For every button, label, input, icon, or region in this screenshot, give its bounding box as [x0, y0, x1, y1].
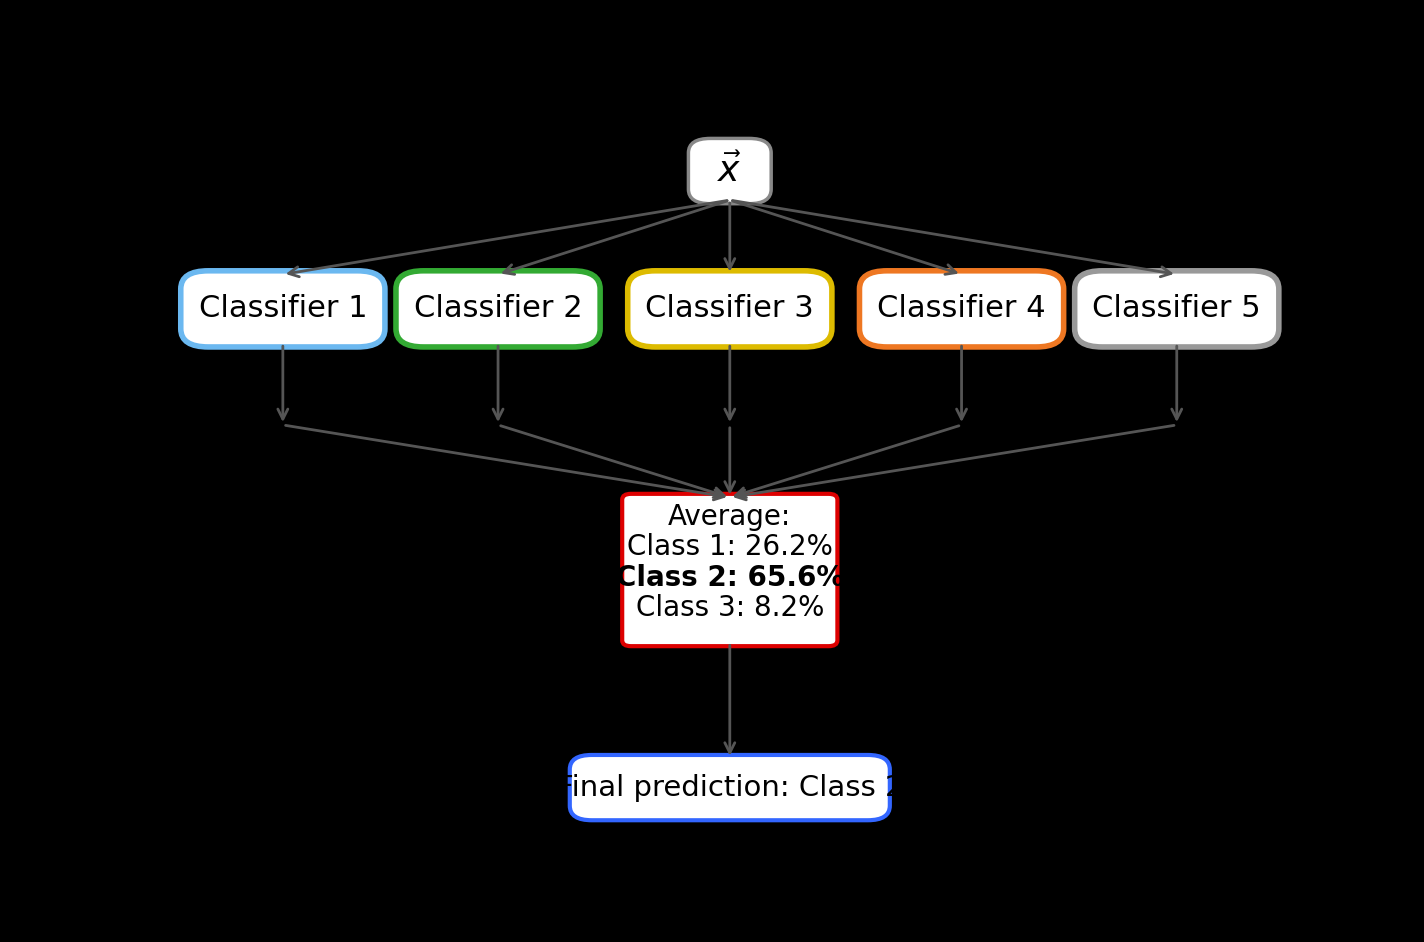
- Text: Classifier 2: Classifier 2: [414, 295, 582, 323]
- FancyBboxPatch shape: [860, 270, 1064, 347]
- FancyBboxPatch shape: [628, 270, 832, 347]
- FancyBboxPatch shape: [1075, 270, 1279, 347]
- Text: Class 3: 8.2%: Class 3: 8.2%: [635, 593, 824, 622]
- Text: Average:: Average:: [668, 503, 792, 531]
- Text: Class 1: 26.2%: Class 1: 26.2%: [627, 533, 833, 561]
- Text: $\vec{x}$: $\vec{x}$: [718, 154, 742, 189]
- Text: Classifier 5: Classifier 5: [1092, 295, 1262, 323]
- FancyBboxPatch shape: [396, 270, 600, 347]
- FancyBboxPatch shape: [181, 270, 384, 347]
- Text: Final prediction: Class 2: Final prediction: Class 2: [557, 773, 903, 802]
- Text: Class 2: 65.6%: Class 2: 65.6%: [615, 563, 844, 592]
- Text: Classifier 4: Classifier 4: [877, 295, 1045, 323]
- FancyBboxPatch shape: [688, 138, 772, 203]
- FancyBboxPatch shape: [570, 755, 890, 820]
- Text: Classifier 3: Classifier 3: [645, 295, 815, 323]
- Text: Classifier 1: Classifier 1: [198, 295, 367, 323]
- FancyBboxPatch shape: [622, 494, 837, 646]
